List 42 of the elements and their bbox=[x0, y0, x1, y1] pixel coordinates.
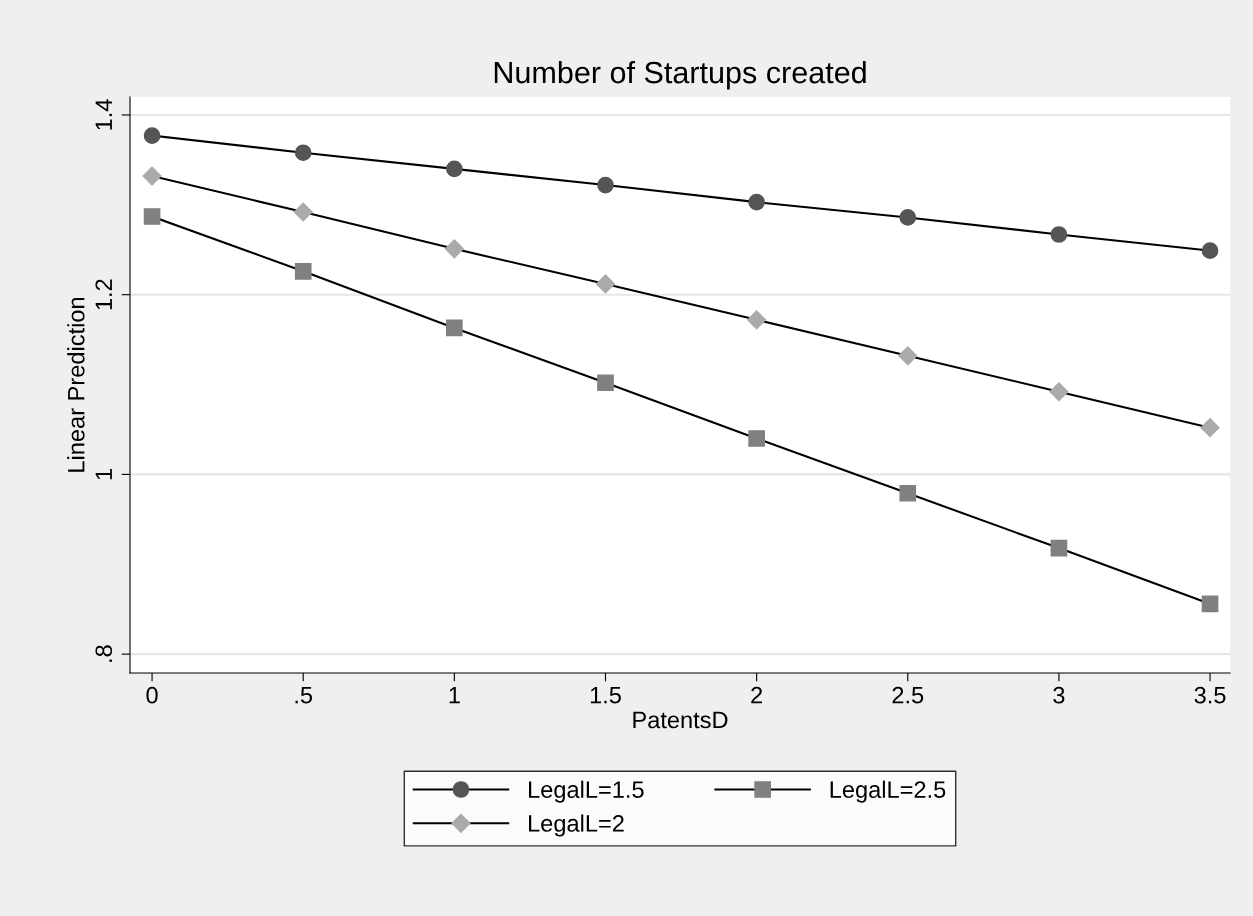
x-tick-label: 2.5 bbox=[892, 686, 924, 704]
x-tick-label: 0 bbox=[146, 686, 158, 704]
point bbox=[747, 310, 767, 330]
point bbox=[293, 202, 313, 222]
x-tick-label: 3.5 bbox=[1194, 686, 1226, 704]
point bbox=[446, 319, 463, 337]
point bbox=[1049, 382, 1069, 402]
point bbox=[1050, 226, 1068, 243]
point bbox=[1050, 539, 1068, 557]
point bbox=[444, 239, 464, 259]
x-tick-label: 1.5 bbox=[590, 687, 621, 704]
point bbox=[899, 484, 917, 502]
point bbox=[1201, 242, 1219, 259]
point bbox=[1200, 418, 1220, 438]
point bbox=[899, 209, 917, 226]
x-tick-label: 1 bbox=[449, 687, 460, 704]
x-axis-title: PatentsD bbox=[633, 711, 728, 729]
y-tick-label: 1.4 bbox=[95, 99, 112, 130]
legend-label: LegalL=2.5 bbox=[830, 780, 946, 803]
point bbox=[142, 166, 162, 186]
legend-label: LegalL=1.5 bbox=[529, 780, 644, 803]
y-axis-title: Linear Prediction bbox=[67, 297, 85, 472]
legend-label: LegalL=2 bbox=[529, 814, 624, 837]
point bbox=[748, 193, 765, 211]
point bbox=[1201, 595, 1219, 613]
point bbox=[294, 262, 312, 280]
x-tick-label: 3 bbox=[1053, 686, 1065, 704]
point bbox=[898, 346, 918, 366]
chart-title: Number of Startups created bbox=[494, 60, 866, 90]
point bbox=[595, 274, 616, 294]
point bbox=[143, 127, 161, 144]
point bbox=[143, 208, 161, 225]
point bbox=[597, 374, 614, 392]
point bbox=[597, 176, 614, 194]
x-tick-label: 2 bbox=[751, 686, 763, 704]
y-tick-label: .8 bbox=[95, 645, 113, 662]
point bbox=[294, 144, 312, 162]
y-tick-label: 1 bbox=[95, 469, 112, 480]
point bbox=[748, 430, 765, 447]
y-tick-label: 1.2 bbox=[95, 279, 112, 310]
point bbox=[446, 160, 463, 178]
x-tick-label: .5 bbox=[295, 687, 313, 704]
